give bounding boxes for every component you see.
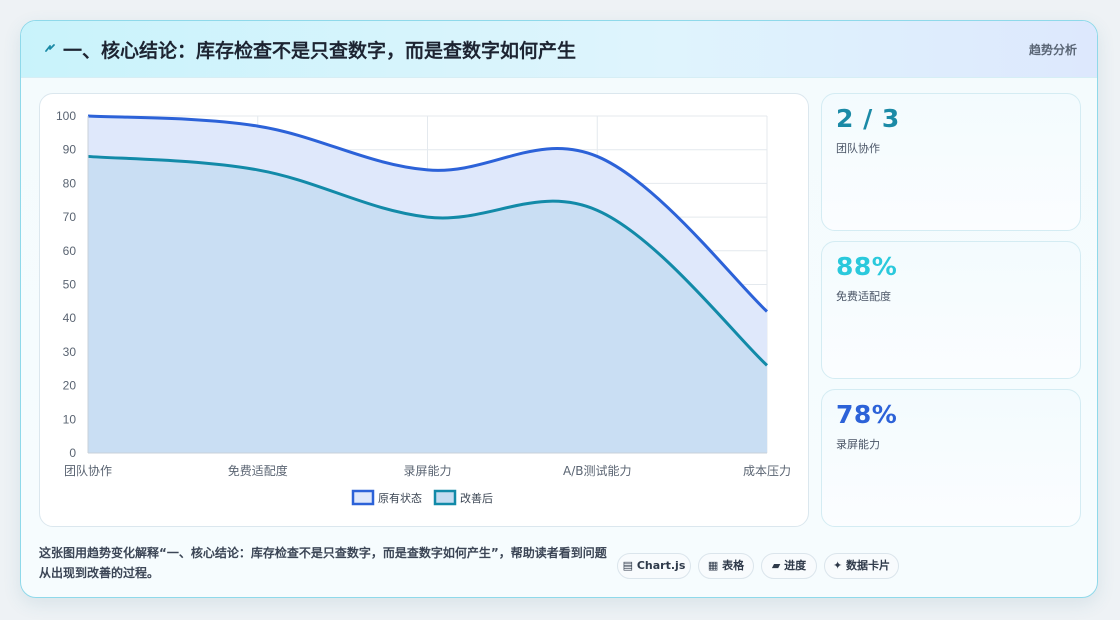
series-line-2 <box>87 154 769 367</box>
stat-label: 录屏能力 <box>836 438 880 451</box>
stat-value: 2 / 3 <box>836 104 900 133</box>
progress-icon: ▰ <box>771 559 781 572</box>
legend-label: 原有状态 <box>378 491 422 505</box>
stat-value: 78% <box>836 400 898 429</box>
legend-swatch <box>351 489 375 506</box>
stat-card-team: 2 / 3 团队协作 <box>821 93 1081 231</box>
lightning-icon <box>45 44 55 52</box>
chip-label: 数据卡片 <box>846 559 891 572</box>
x-tick-label: 团队协作 <box>64 463 112 478</box>
y-tick-label: 10 <box>63 412 77 426</box>
chip-table[interactable]: ▦ 表格 <box>698 553 754 579</box>
stat-label: 免费适配度 <box>836 290 891 303</box>
x-tick-label: 免费适配度 <box>228 463 288 478</box>
stat-label: 团队协作 <box>836 142 880 155</box>
chip-chartjs[interactable]: ▤ Chart.js <box>617 553 691 579</box>
chip-label: Chart.js <box>636 559 686 572</box>
chart-icon: ▤ <box>622 559 634 572</box>
y-tick-label: 100 <box>56 109 76 123</box>
series-area-2 <box>88 156 767 453</box>
chart-panel: 0 10 20 30 40 50 60 70 80 90 100 团队协作 免费适配度 录屏能力 A/B测试… <box>39 93 809 527</box>
stat-value: 88% <box>836 252 898 281</box>
sparkle-icon: ✦ <box>832 559 843 572</box>
chart-description: 这张图用趋势变化解释“一、核心结论：库存检查不是只查数字，而是查数字如何产生”，… <box>39 546 607 580</box>
legend-label: 改善后 <box>460 491 493 505</box>
page-title: 一、核心结论：库存检查不是只查数字，而是查数字如何产生 <box>63 40 577 62</box>
series-line-1 <box>87 114 769 313</box>
card-header: 一、核心结论：库存检查不是只查数字，而是查数字如何产生 趋势分析 <box>21 21 1097 78</box>
y-tick-label: 80 <box>63 176 77 190</box>
stat-card-recording: 78% 录屏能力 <box>821 389 1081 527</box>
y-tick-label: 20 <box>63 379 77 393</box>
y-tick-label: 90 <box>63 143 77 157</box>
y-tick-label: 70 <box>63 210 77 224</box>
chip-progress[interactable]: ▰ 进度 <box>761 553 817 579</box>
x-tick-label: A/B测试能力 <box>563 463 632 478</box>
table-icon: ▦ <box>707 559 719 572</box>
x-tick-label: 录屏能力 <box>403 464 451 478</box>
area-chart: 0 10 20 30 40 50 60 70 80 90 100 团队协作 免费适配度 录屏能力 A/B测试… <box>56 109 791 506</box>
y-tick-label: 50 <box>63 278 77 292</box>
chip-label: 表格 <box>722 559 745 572</box>
y-tick-label: 30 <box>63 345 77 359</box>
y-tick-label: 0 <box>69 446 76 460</box>
y-tick-label: 40 <box>63 311 77 325</box>
y-tick-label: 60 <box>63 244 77 258</box>
trend-analysis-tag[interactable]: 趋势分析 <box>1028 43 1077 57</box>
report-card: 一、核心结论：库存检查不是只查数字，而是查数字如何产生 趋势分析 0 10 20 30… <box>20 20 1098 598</box>
chip-data-cards[interactable]: ✦ 数据卡片 <box>824 553 899 579</box>
stat-card-free-fit: 88% 免费适配度 <box>821 241 1081 379</box>
chip-label: 进度 <box>784 559 807 572</box>
x-tick-label: 成本压力 <box>743 464 791 478</box>
legend-swatch <box>433 489 457 506</box>
